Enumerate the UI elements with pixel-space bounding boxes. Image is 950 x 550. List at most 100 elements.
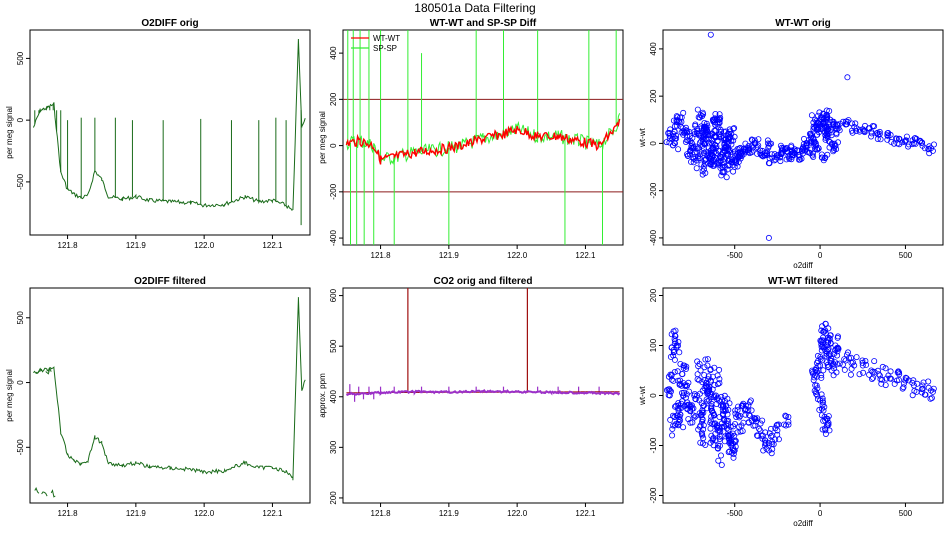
scatter-point: [765, 140, 772, 147]
scatter-point: [730, 454, 737, 461]
scatter-point: [721, 415, 728, 422]
scatter-point: [831, 365, 838, 372]
chart-wtwt_spsp_diff: WT-WT and SP-SP Diff 121.8 121.9 122.0 122.1…: [318, 18, 624, 260]
scatter-point: [768, 151, 775, 158]
chart-title: WT-WT and SP-SP Diff: [430, 18, 537, 29]
scatter-point: [781, 421, 788, 428]
scatter-point: [675, 422, 682, 429]
scatter-point: [874, 135, 881, 142]
scatter-point: [877, 136, 884, 143]
scatter-point: [730, 450, 737, 457]
scatter-point: [683, 124, 690, 131]
scatter-point: [674, 368, 681, 375]
y-tick-label: -200: [649, 182, 658, 199]
scatter-point: [828, 355, 835, 362]
scatter-point: [813, 125, 820, 132]
scatter-point: [883, 375, 890, 382]
scatter-point: [757, 420, 764, 427]
scatter-point: [777, 154, 784, 161]
scatter-point: [716, 380, 723, 387]
scatter-point: [814, 146, 821, 153]
scatter-point: [848, 127, 855, 134]
scatter-point: [701, 150, 708, 157]
scatter-point: [887, 368, 894, 375]
series-segment: [35, 367, 43, 374]
scatter-point: [701, 157, 708, 164]
scatter-point: [822, 427, 829, 434]
scatter-point: [771, 157, 778, 164]
plot-frame: [662, 29, 944, 246]
scatter-point: [919, 139, 926, 146]
series-line: [33, 297, 306, 481]
y-tick-label: 200: [329, 491, 338, 505]
scatter-point: [782, 412, 789, 419]
scatter-point: [671, 356, 678, 363]
series-segment: [34, 487, 40, 494]
scatter-point: [730, 446, 737, 453]
scatter-point: [714, 137, 721, 144]
scatter-point: [704, 356, 711, 363]
y-tick-label: 100: [649, 338, 658, 352]
scatter-point: [700, 435, 707, 442]
scatter-point: [705, 160, 712, 167]
scatter-point: [914, 380, 921, 387]
scatter-point: [801, 135, 808, 142]
scatter-point: [721, 408, 728, 415]
figure-title: 180501a Data Filtering: [414, 1, 535, 15]
scatter-point: [714, 394, 721, 401]
scatter-point: [874, 367, 881, 374]
chart-wtwt_filtered: WT-WT filtered -500 0 500 -200 -100 0 100 200 wt-…: [638, 276, 944, 528]
scatter-point: [902, 137, 909, 144]
scatter-point: [733, 413, 740, 420]
scatter-point: [808, 112, 815, 119]
scatter-point: [762, 429, 769, 436]
scatter-point: [816, 109, 823, 116]
y-tick-label: 0: [16, 117, 25, 122]
scatter-point: [745, 142, 752, 149]
scatter-point: [909, 392, 916, 399]
scatter-point: [810, 126, 817, 133]
scatter-point: [755, 136, 762, 143]
scatter-point: [727, 423, 734, 430]
scatter-point: [818, 338, 825, 345]
scatter-point: [878, 380, 885, 387]
scatter-point: [695, 426, 702, 433]
scatter-point: [825, 138, 832, 145]
scatter-point: [726, 126, 733, 133]
scatter-point: [666, 387, 673, 394]
scatter-point: [712, 141, 719, 148]
y-tick-label: 500: [16, 51, 25, 65]
x-tick-label: 122.1: [575, 509, 596, 518]
scatter-point: [667, 353, 674, 360]
scatter-point: [746, 399, 753, 406]
scatter-point: [807, 138, 814, 145]
scatter-point: [926, 143, 933, 150]
scatter-point: [829, 141, 836, 148]
scatter-point: [819, 402, 826, 409]
scatter-point: [699, 379, 706, 386]
scatter-point: [667, 416, 674, 423]
scatter-point: [834, 334, 841, 341]
scatter-point: [756, 425, 763, 432]
scatter-point: [875, 131, 882, 138]
y-axis-label: wt-wt: [638, 385, 647, 405]
series-line: [32, 38, 306, 211]
scatter-point: [785, 413, 792, 420]
scatter-point: [820, 110, 827, 117]
scatter-point: [834, 361, 841, 368]
y-axis-label: per meg signal: [318, 111, 327, 164]
scatter-point: [852, 120, 859, 127]
scatter-point: [663, 139, 670, 146]
scatter-point: [700, 403, 707, 410]
scatter-point: [683, 391, 690, 398]
scatter-point: [903, 133, 910, 140]
scatter-point: [833, 146, 840, 153]
scatter-point: [778, 151, 785, 158]
scatter-point: [698, 400, 705, 407]
scatter-point: [704, 388, 711, 395]
scatter-point: [716, 134, 723, 141]
scatter-point: [839, 361, 846, 368]
plot-frame: [29, 287, 311, 504]
scatter-point: [714, 381, 721, 388]
scatter-point: [720, 169, 727, 176]
